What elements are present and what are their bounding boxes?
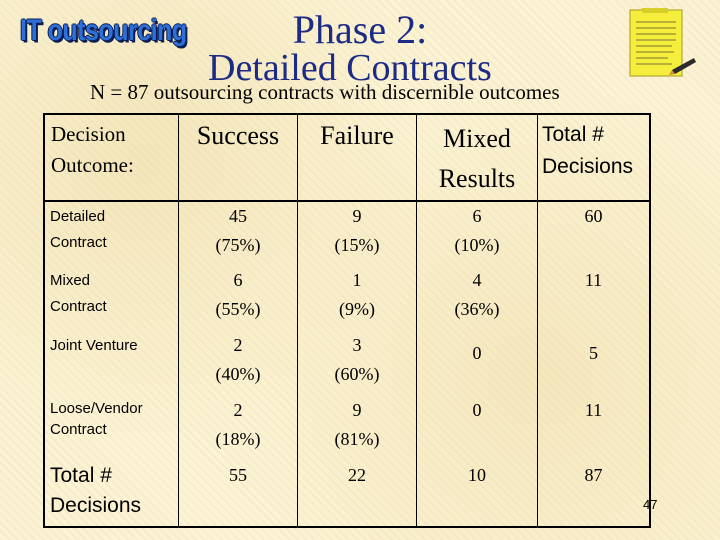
table-header-row: Decision Outcome: Success Failure Mixed Re… [43,113,651,202]
total-cell: 11 [537,266,651,331]
header-total-decisions: Total # Decisions [537,113,651,202]
grand-total-cell: 87 [537,461,651,528]
table-totals-row: Total # Decisions 55 22 10 87 [43,461,651,528]
mixed-cell: 0 [416,396,538,461]
total-cell: 60 [537,201,651,266]
total-cell: 11 [537,396,651,461]
success-cell: 2 (18%) [178,396,298,461]
page-number: 47 [643,497,658,512]
mixed-cell: 0 [416,331,538,396]
mixed-cell: 4 (36%) [416,266,538,331]
success-cell: 2 (40%) [178,331,298,396]
mixed-cell: 6 (10%) [416,201,538,266]
mixed-total-cell: 10 [416,461,538,528]
table-row: Loose/Vendor Contract 2 (18%) 9 (81%) 0 11 [43,396,651,461]
slide-title-line1: Phase 2: [292,7,428,52]
failure-cell: 9 (81%) [297,396,417,461]
header-success: Success [178,113,298,202]
notepad-with-pen-icon [629,8,696,77]
slide-subtitle: N = 87 outsourcing contracts with discer… [90,80,560,104]
failure-cell: 9 (15%) [297,201,417,266]
row-label: Loose/Vendor Contract [43,396,179,461]
header-mixed-results: Mixed Results [416,113,538,202]
failure-cell: 1 (9%) [297,266,417,331]
totals-label: Total # Decisions [43,461,179,528]
header-decision-outcome: Decision Outcome: [43,113,179,202]
failure-cell: 3 (60%) [297,331,417,396]
row-label: Mixed Contract [43,266,179,331]
failure-total-cell: 22 [297,461,417,528]
table-row: Mixed Contract 6 (55%) 1 (9%) 4 (36%) 11 [43,266,651,331]
outcomes-table: Decision Outcome: Success Failure Mixed Re… [43,113,651,528]
table-row: Detailed Contract 45 (75%) 9 (15%) 6 (10%) 6… [43,201,651,266]
success-cell: 6 (55%) [178,266,298,331]
slide-title-line2: Detailed Contracts [208,47,492,89]
row-label: Detailed Contract [43,201,179,266]
header-failure: Failure [297,113,417,202]
it-outsourcing-logo: IT outsourcing [20,14,187,48]
success-total-cell: 55 [178,461,298,528]
row-label: Joint Venture [43,331,179,396]
total-cell: 5 [537,331,651,396]
table-row: Joint Venture 2 (40%) 3 (60%) 0 5 [43,331,651,396]
success-cell: 45 (75%) [178,201,298,266]
